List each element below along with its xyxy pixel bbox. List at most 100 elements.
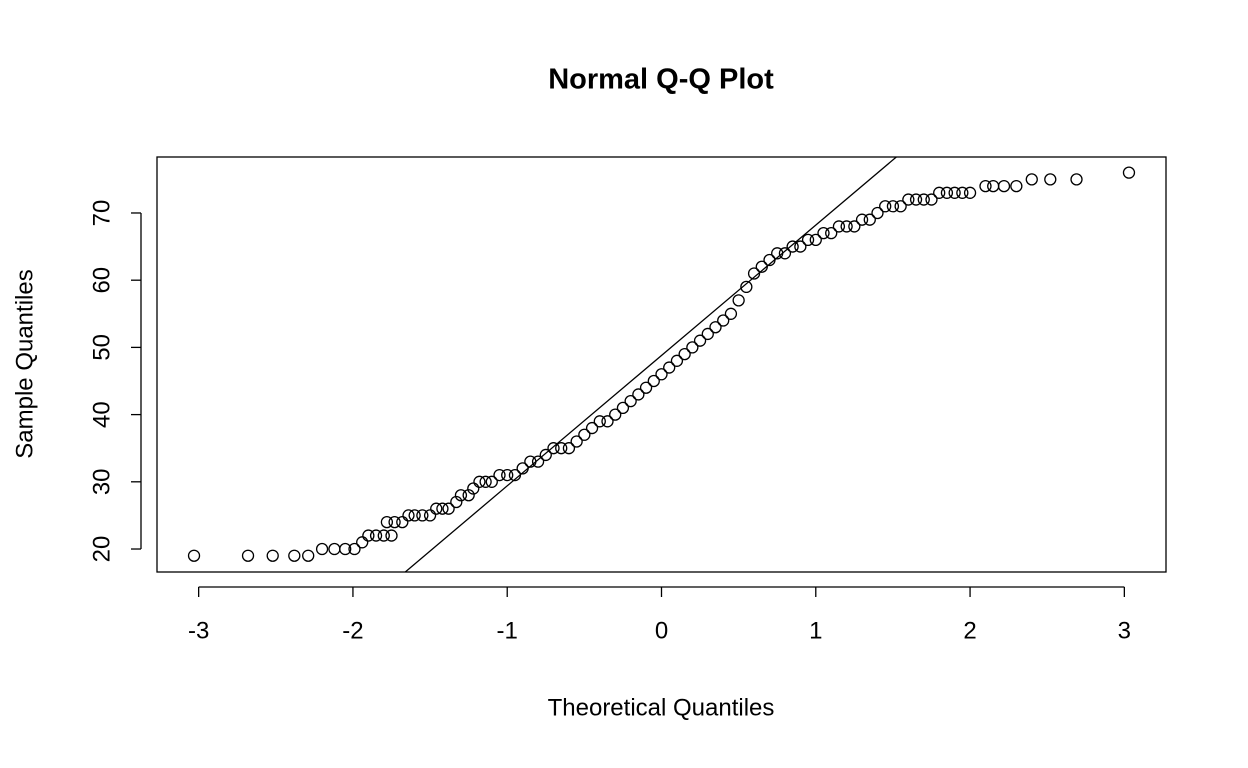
point xyxy=(339,542,352,556)
point xyxy=(832,220,846,233)
point xyxy=(508,468,522,482)
x-axis-label: Theoretical Quantiles xyxy=(548,694,775,721)
point xyxy=(485,475,498,488)
point xyxy=(570,435,583,448)
point xyxy=(380,515,394,529)
point xyxy=(377,529,390,542)
point xyxy=(479,475,492,488)
point xyxy=(187,549,201,562)
point xyxy=(241,549,255,562)
point xyxy=(524,455,537,468)
point xyxy=(693,334,707,347)
point xyxy=(747,267,761,280)
point xyxy=(879,200,892,213)
point xyxy=(578,428,591,441)
point xyxy=(1070,173,1083,186)
qq-line xyxy=(404,157,898,572)
point xyxy=(601,415,614,428)
point xyxy=(778,247,792,260)
plot-frame xyxy=(156,156,1167,573)
point xyxy=(562,442,576,455)
point xyxy=(616,401,630,415)
point xyxy=(585,421,599,435)
point xyxy=(396,515,409,529)
x-tick-label: 2 xyxy=(963,617,976,644)
point xyxy=(917,193,930,206)
point xyxy=(442,502,455,515)
point xyxy=(724,307,738,320)
y-tick-label: 40 xyxy=(88,401,115,428)
point xyxy=(408,509,421,522)
y-tick-label: 60 xyxy=(88,267,115,294)
point xyxy=(639,381,653,394)
point xyxy=(709,321,722,334)
point xyxy=(686,341,699,354)
point xyxy=(539,448,552,462)
x-tick-label: 0 xyxy=(655,617,668,644)
point xyxy=(701,327,714,341)
point xyxy=(933,186,946,199)
point xyxy=(593,415,606,428)
point xyxy=(454,489,468,502)
point xyxy=(663,361,676,374)
point xyxy=(348,542,361,556)
point xyxy=(740,280,753,294)
point xyxy=(902,193,915,206)
point xyxy=(886,200,900,213)
point xyxy=(840,220,853,233)
point xyxy=(369,529,383,542)
point xyxy=(624,395,637,408)
point xyxy=(632,388,645,401)
point xyxy=(462,489,475,502)
point xyxy=(356,536,369,549)
point xyxy=(501,468,514,482)
point xyxy=(794,240,807,253)
point xyxy=(609,408,622,421)
x-tick-label: -1 xyxy=(497,617,518,644)
point xyxy=(288,549,301,562)
point xyxy=(963,186,977,199)
point xyxy=(385,529,398,542)
point xyxy=(848,220,861,233)
x-tick-label: 3 xyxy=(1118,617,1131,644)
x-tick-label: -3 xyxy=(188,617,209,644)
point xyxy=(416,509,429,522)
point xyxy=(987,179,1000,193)
point xyxy=(516,462,529,475)
point xyxy=(956,186,969,199)
point xyxy=(555,442,568,455)
point xyxy=(717,314,730,327)
point xyxy=(388,515,401,529)
point xyxy=(423,509,437,522)
point xyxy=(266,549,279,562)
point xyxy=(925,193,938,206)
point xyxy=(678,347,691,361)
point xyxy=(786,240,799,253)
point xyxy=(647,374,660,388)
x-tick-label: -2 xyxy=(342,617,363,644)
point xyxy=(855,213,869,226)
point xyxy=(430,502,443,515)
point xyxy=(328,542,341,556)
y-tick-label: 50 xyxy=(88,334,115,361)
point xyxy=(825,226,838,240)
point xyxy=(817,226,830,240)
point xyxy=(909,193,923,206)
point xyxy=(362,529,375,542)
point xyxy=(997,179,1011,193)
point xyxy=(493,468,506,482)
point xyxy=(763,253,776,267)
point xyxy=(948,186,961,199)
point xyxy=(436,502,449,515)
y-tick-label: 30 xyxy=(88,468,115,495)
point xyxy=(1025,173,1038,186)
point xyxy=(894,200,907,213)
chart-title: Normal Q-Q Plot xyxy=(548,64,774,96)
point xyxy=(871,206,884,220)
point xyxy=(1010,179,1023,193)
point xyxy=(1122,166,1136,179)
y-axis-label: Sample Quantiles xyxy=(11,269,38,458)
point xyxy=(771,247,784,260)
point xyxy=(801,233,815,247)
